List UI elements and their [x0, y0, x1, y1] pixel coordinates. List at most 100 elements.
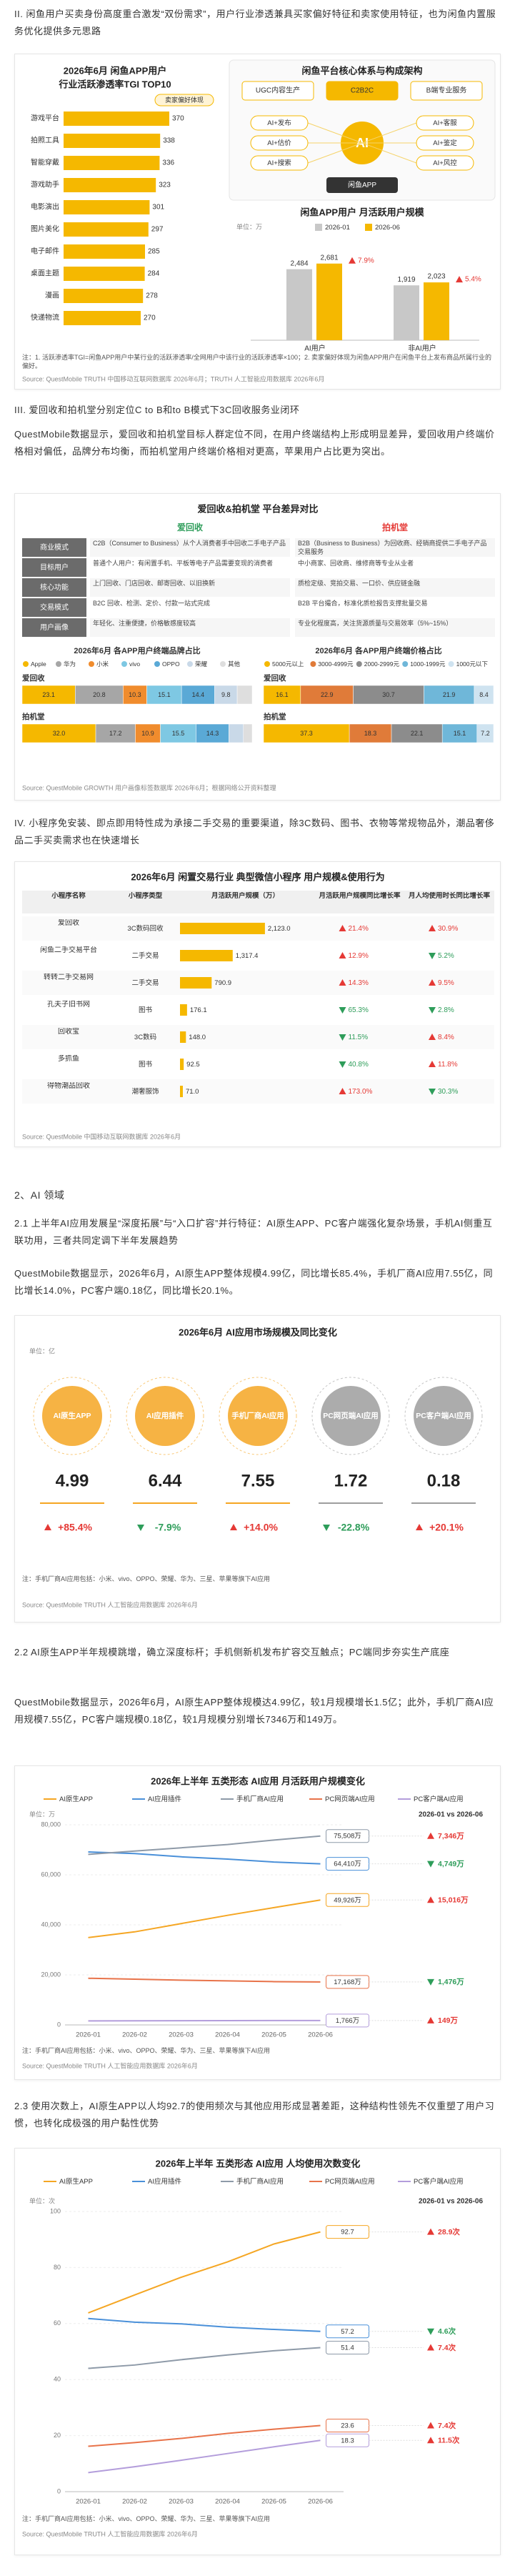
change-arrow — [323, 1525, 330, 1531]
row-label: 商业模式 — [40, 543, 69, 552]
diagram-node-label: AI+风控 — [433, 159, 457, 167]
category-label: 漫画 — [45, 292, 59, 300]
y-tick-label: 60 — [54, 2319, 61, 2327]
category-label: 桌面主题 — [31, 269, 59, 278]
table-cell-text: B2B 平台撮合，标准化质检报告支撑批量交易 — [298, 600, 428, 607]
bar — [64, 178, 156, 192]
bar-segment — [474, 685, 494, 705]
bar — [180, 1086, 183, 1097]
growth-label: 30.9% — [438, 925, 458, 933]
diagram-node-label: C2B2C — [351, 87, 374, 95]
bar — [424, 282, 449, 340]
diagram-link — [307, 122, 363, 144]
category-label: 快递物流 — [31, 313, 59, 322]
table-cell-text: 年轻化、注重便捷，价格敏感度较高 — [93, 620, 196, 627]
outer-ring — [33, 1377, 111, 1455]
legend-label: 卖家偏好体现 — [165, 96, 204, 104]
bar — [64, 156, 160, 170]
mini-program-name: 转转二手交易网 — [44, 974, 94, 981]
bar-segment — [353, 685, 424, 705]
chart-title: 2026年6月 各APP用户终端价格占比 — [315, 645, 441, 655]
diagram-link — [361, 122, 417, 144]
end-value-label: 17,168万 — [334, 1978, 361, 1986]
value-label: 2,123.0 — [268, 925, 291, 933]
x-tick-label: 2026-06 — [308, 2498, 333, 2506]
legend-swatch — [402, 661, 409, 667]
x-tick-label: 2026-05 — [261, 2031, 286, 2039]
value-label: 790.9 — [214, 979, 231, 987]
change-label: +85.4% — [58, 1522, 92, 1533]
diagram-node-label: AI+客服 — [433, 119, 457, 127]
diagram-node — [416, 155, 474, 171]
mini-program-type: 3C数码 — [134, 1033, 156, 1041]
bar — [64, 112, 169, 126]
bar-segment — [146, 685, 182, 705]
legend-swatch — [23, 661, 29, 667]
value-label: 30.7 — [382, 691, 395, 698]
legend-swatch — [310, 661, 316, 667]
value-label: 2,681 — [320, 254, 338, 262]
change-arrow — [416, 1524, 423, 1530]
table-cell-text: 上门回收、门店回收、邮寄回收、以旧换新 — [93, 580, 216, 587]
row-label: 用户画像 — [40, 623, 69, 632]
x-tick-label: 2026-02 — [122, 2031, 147, 2039]
legend-label: PC网页端AI应用 — [325, 2177, 375, 2186]
column-header: 月活跃用户规模同比增长率 — [319, 892, 401, 900]
bar-segment — [135, 723, 161, 743]
table-cell — [90, 558, 290, 577]
value-label: 284 — [148, 270, 160, 278]
value-label: 9.8 — [221, 691, 231, 698]
bar — [180, 977, 212, 989]
bar-segment — [441, 723, 478, 743]
table-cell-text-box: B2C 回收、检测、定价、付款一站式完成 — [93, 600, 210, 607]
legend-label: 其他 — [228, 660, 241, 668]
growth-label: 8.4% — [438, 1034, 454, 1041]
growth-label: 30.3% — [438, 1088, 458, 1096]
bar — [394, 285, 419, 340]
mini-program-type: 3C数码回收 — [127, 924, 164, 933]
end-value-label: 1,766万 — [336, 2017, 359, 2025]
mini-program-name-box: 得物潮品回收 — [47, 1082, 90, 1090]
change-arrow — [429, 925, 436, 931]
row-label: 核心功能 — [40, 583, 69, 592]
sub-heading: 2.3 使用次数上，AI原生APP以人均92.7的使用频次与其他应用形成显著差距… — [14, 2101, 495, 2129]
x-tick-label: 2026-06 — [308, 2031, 333, 2039]
bar — [180, 1031, 186, 1043]
column-header-box: 小程序名称 — [51, 892, 86, 900]
mini-program-name-box: 闲鱼二手交易平台 — [40, 946, 97, 954]
chart-title: 2026年上半年 五类形态 AI应用 人均使用次数变化 — [156, 2158, 361, 2169]
table-cell-text: C2B（Consumer to Business）从个人消费者手中回收二手电子产… — [93, 540, 286, 547]
series-line — [88, 1899, 321, 1938]
value-label: 20.8 — [93, 691, 106, 698]
legend-label: 3000-4999元 — [318, 660, 354, 668]
diagram-node — [250, 135, 309, 151]
table-cell — [295, 598, 495, 617]
table-cell-text: B2B（Business to Business）为回收商、经销商提供二手电子产… — [298, 540, 487, 555]
bar — [180, 1004, 187, 1016]
value-label: 10.3 — [129, 691, 141, 698]
series-line — [88, 2231, 321, 2314]
section-heading: III. 爱回收和拍机堂分别定位C to B和to B模式下3C回收服务业闭环 — [14, 405, 300, 415]
y-tick-label: 20,000 — [41, 1971, 61, 1978]
value-label: 1,317.4 — [236, 952, 259, 960]
chart-title: 2026年6月 AI应用市场规模及同比变化 — [179, 1327, 337, 1337]
note-box: 注：手机厂商AI应用包括：小米、vivo、OPPO、荣耀、华为、三星、苹果等旗下… — [22, 2515, 270, 2522]
unit-label: 单位：万 — [236, 222, 262, 230]
category-label: 电影演出 — [31, 202, 59, 212]
value-label: 2,023 — [427, 273, 445, 281]
value-label: 336 — [162, 159, 174, 167]
change-label: +20.1% — [429, 1522, 464, 1533]
diagram-node-label: AI+估价 — [267, 139, 291, 147]
y-tick-label: 40,000 — [41, 1921, 61, 1928]
column-header-box: 月人均使用时长同比增长率 — [409, 892, 490, 900]
bar-segment — [263, 723, 350, 743]
row-label-cell — [22, 618, 86, 637]
change-arrow — [429, 979, 436, 986]
change-label: 15,016万 — [438, 1896, 469, 1905]
legend-swatch — [56, 661, 61, 667]
series-line — [88, 2424, 321, 2447]
paragraph: QuestMobile数据显示，2026年6月，AI原生APP整体规模4.99亿… — [14, 1268, 494, 1296]
legend-swatch — [154, 661, 160, 667]
figure: 2026年上半年 五类形态 AI应用 人均使用次数变化 AI原生APP AI应用插件… — [14, 2148, 501, 2555]
